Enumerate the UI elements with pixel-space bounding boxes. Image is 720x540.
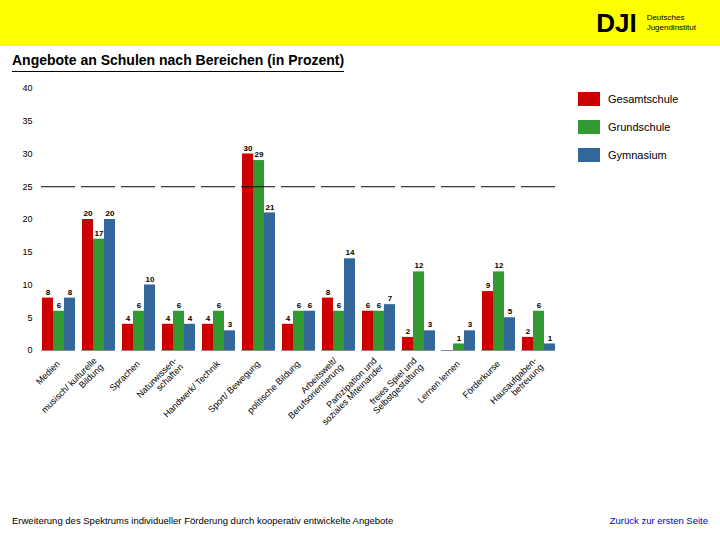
svg-text:40: 40 <box>22 83 32 93</box>
svg-text:Partizipation undsoziales Mite: Partizipation undsoziales Miteinander <box>314 356 385 427</box>
svg-text:20: 20 <box>84 209 93 218</box>
svg-text:29: 29 <box>255 150 264 159</box>
svg-text:2: 2 <box>526 327 531 336</box>
svg-text:freies Spiel undSelbstgestaltu: freies Spiel undSelbstgestaltung <box>365 356 425 416</box>
svg-text:25: 25 <box>22 182 32 192</box>
svg-text:Lernen lernen: Lernen lernen <box>416 359 462 405</box>
svg-text:14: 14 <box>346 248 355 257</box>
svg-text:6: 6 <box>308 301 313 310</box>
svg-text:20: 20 <box>22 214 32 224</box>
svg-text:15: 15 <box>22 247 32 257</box>
svg-text:8: 8 <box>326 288 331 297</box>
svg-text:6: 6 <box>137 301 142 310</box>
svg-text:5: 5 <box>508 307 513 316</box>
svg-text:8: 8 <box>68 288 73 297</box>
svg-text:30: 30 <box>22 149 32 159</box>
svg-text:6: 6 <box>537 301 542 310</box>
svg-text:1: 1 <box>548 334 553 343</box>
svg-text:0: 0 <box>27 345 32 355</box>
svg-text:21: 21 <box>266 203 275 212</box>
svg-text:4: 4 <box>206 314 211 323</box>
svg-text:Sprachen: Sprachen <box>108 359 142 393</box>
svg-text:4: 4 <box>286 314 291 323</box>
svg-text:3: 3 <box>428 320 433 329</box>
svg-text:17: 17 <box>95 229 104 238</box>
svg-text:6: 6 <box>366 301 371 310</box>
svg-text:4: 4 <box>166 314 171 323</box>
svg-text:30: 30 <box>244 144 253 153</box>
svg-text:6: 6 <box>377 301 382 310</box>
svg-text:musisch/ kulturelleBildung: musisch/ kulturelleBildung <box>39 356 105 422</box>
svg-text:4: 4 <box>126 314 131 323</box>
svg-text:2: 2 <box>406 327 411 336</box>
svg-text:4: 4 <box>188 314 193 323</box>
svg-text:6: 6 <box>297 301 302 310</box>
svg-text:10: 10 <box>22 280 32 290</box>
svg-text:8: 8 <box>46 288 51 297</box>
svg-text:9: 9 <box>486 281 491 290</box>
svg-text:6: 6 <box>217 301 222 310</box>
svg-text:5: 5 <box>27 313 32 323</box>
svg-text:1: 1 <box>457 334 462 343</box>
svg-text:Hausaufgaben-betreuung: Hausaufgaben-betreuung <box>488 356 545 413</box>
svg-text:6: 6 <box>177 301 182 310</box>
svg-text:3: 3 <box>468 320 473 329</box>
svg-text:7: 7 <box>388 294 393 303</box>
svg-text:20: 20 <box>106 209 115 218</box>
svg-text:10: 10 <box>146 275 155 284</box>
svg-text:6: 6 <box>57 301 62 310</box>
svg-text:6: 6 <box>337 301 342 310</box>
svg-text:3: 3 <box>228 320 233 329</box>
svg-text:12: 12 <box>495 261 504 270</box>
svg-text:Medien: Medien <box>34 359 62 387</box>
svg-text:12: 12 <box>415 261 424 270</box>
svg-text:35: 35 <box>22 116 32 126</box>
